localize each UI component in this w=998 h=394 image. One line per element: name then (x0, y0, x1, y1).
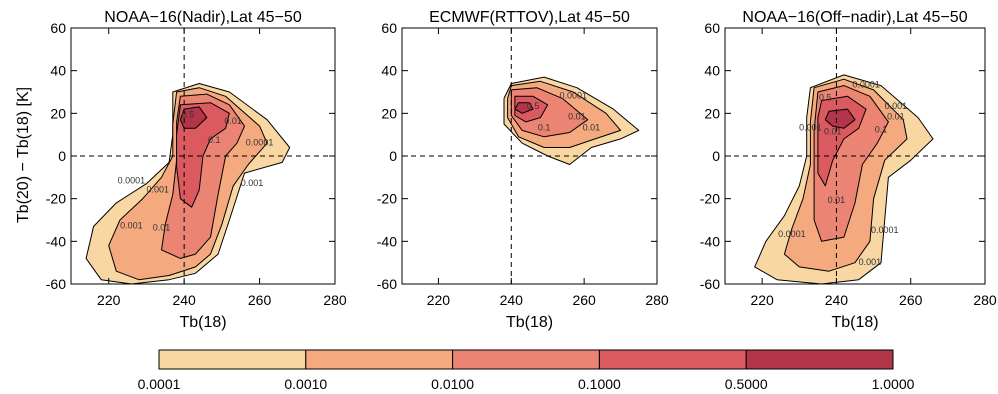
y-tick-label: 20 (704, 105, 720, 121)
y-tick-label: 40 (381, 63, 397, 79)
contour-region-level-4 (176, 102, 230, 208)
colorbar-label: 1.0000 (872, 376, 915, 392)
colorbar-label: 0.0001 (138, 376, 181, 392)
y-tick-label: 60 (704, 20, 720, 36)
contour-label: 0.5 (527, 101, 540, 111)
colorbar-label: 0.5000 (725, 376, 768, 392)
contour-label: 0.001 (241, 178, 264, 188)
y-tick-label: -40 (700, 233, 720, 249)
y-tick-label: -40 (46, 233, 66, 249)
y-tick-label: -60 (377, 276, 397, 292)
x-tick-label: 220 (427, 292, 451, 308)
colorbar-segment (452, 349, 600, 370)
contour-area: 0.0001 0.5 0.01 0.1 0.01 (402, 28, 657, 284)
contour-label: 0.0001 (871, 225, 899, 235)
y-tick-label: -60 (700, 276, 720, 292)
contour-label: 0.001 (146, 184, 169, 194)
y-tick-label: 40 (704, 63, 720, 79)
contour-label: 0.5 (182, 110, 195, 120)
contour-label: 0.1 (538, 122, 551, 132)
contour-label: 0.1 (208, 135, 221, 145)
y-tick-label: 60 (381, 20, 397, 36)
y-tick-label: 20 (381, 105, 397, 121)
contour-label: 0.001 (120, 221, 143, 231)
panel-title: NOAA−16(Off−nadir),Lat 45−50 (742, 9, 967, 26)
contour-region-level-5 (824, 108, 856, 129)
contour-label: 0.0001 (778, 229, 806, 239)
contour-label: 0.01 (824, 127, 842, 137)
x-tick-label: 220 (97, 292, 121, 308)
contour-label: 0.5 (819, 93, 832, 103)
contour-region-level-5 (179, 106, 208, 129)
contour-label: 0.0001 (246, 137, 274, 147)
contour-label: 0.01 (583, 122, 601, 132)
colorbar-segment (745, 349, 894, 370)
contour-label: 0.01 (568, 112, 586, 122)
y-tick-label: 60 (50, 20, 66, 36)
panel-title: NOAA−16(Nadir),Lat 45−50 (104, 9, 302, 26)
y-tick-label: -60 (46, 276, 66, 292)
y-tick-label: 40 (50, 63, 66, 79)
y-tick-label: -40 (377, 233, 397, 249)
contour-label: 0.01 (887, 112, 905, 122)
colorbar: 0.0001 0.0010 0.0100 0.1000 0.5000 1.0000 (138, 349, 915, 392)
contour-region-level-5 (514, 102, 534, 114)
y-tick-label: -20 (700, 191, 720, 207)
colorbar-label: 0.0010 (284, 376, 327, 392)
x-tick-label: 260 (899, 292, 923, 308)
contour-label: 0.01 (828, 195, 846, 205)
colorbar-label: 0.1000 (578, 376, 621, 392)
contour-label: 0.0001 (852, 80, 880, 90)
panel-ecmwf: 0.0001 0.5 0.01 0.1 0.01 220 240 260 280 -60 -40 -2… (377, 9, 669, 331)
contour-label: 0.0001 (118, 176, 146, 186)
x-tick-label: 220 (750, 292, 774, 308)
x-tick-label: 260 (572, 292, 596, 308)
x-tick-label: 240 (172, 292, 196, 308)
x-tick-label: 240 (500, 292, 524, 308)
y-tick-label: 20 (50, 105, 66, 121)
x-axis-label: Tb(18) (831, 314, 878, 331)
x-tick-label: 260 (248, 292, 272, 308)
colorbar-segment (598, 349, 747, 370)
x-tick-label: 280 (973, 292, 997, 308)
x-axis-label: Tb(18) (179, 314, 226, 331)
colorbar-label: 0.0100 (431, 376, 474, 392)
contour-label: 0.001 (859, 257, 882, 267)
contour-label: 0.01 (224, 116, 242, 126)
contour-label: 0.001 (799, 122, 822, 132)
x-tick-label: 280 (323, 292, 347, 308)
colorbar-segment (305, 349, 454, 370)
contour-label: 0.0001 (559, 90, 587, 100)
contour-label: 0.001 (885, 101, 908, 111)
panel-title: ECMWF(RTTOV),Lat 45−50 (429, 9, 630, 26)
y-tick-label: 0 (712, 148, 720, 164)
contour-label: 0.1 (875, 125, 888, 135)
x-tick-label: 280 (645, 292, 669, 308)
x-tick-label: 240 (825, 292, 849, 308)
contour-label: 0.01 (153, 223, 171, 233)
y-tick-label: 0 (389, 148, 397, 164)
y-axis-label: Tb(20) − Tb(18) [K] (15, 87, 32, 223)
colorbar-segment (158, 349, 307, 370)
y-tick-label: -20 (377, 191, 397, 207)
x-axis-label: Tb(18) (506, 314, 553, 331)
y-tick-label: -20 (46, 191, 66, 207)
y-tick-label: 0 (58, 148, 66, 164)
